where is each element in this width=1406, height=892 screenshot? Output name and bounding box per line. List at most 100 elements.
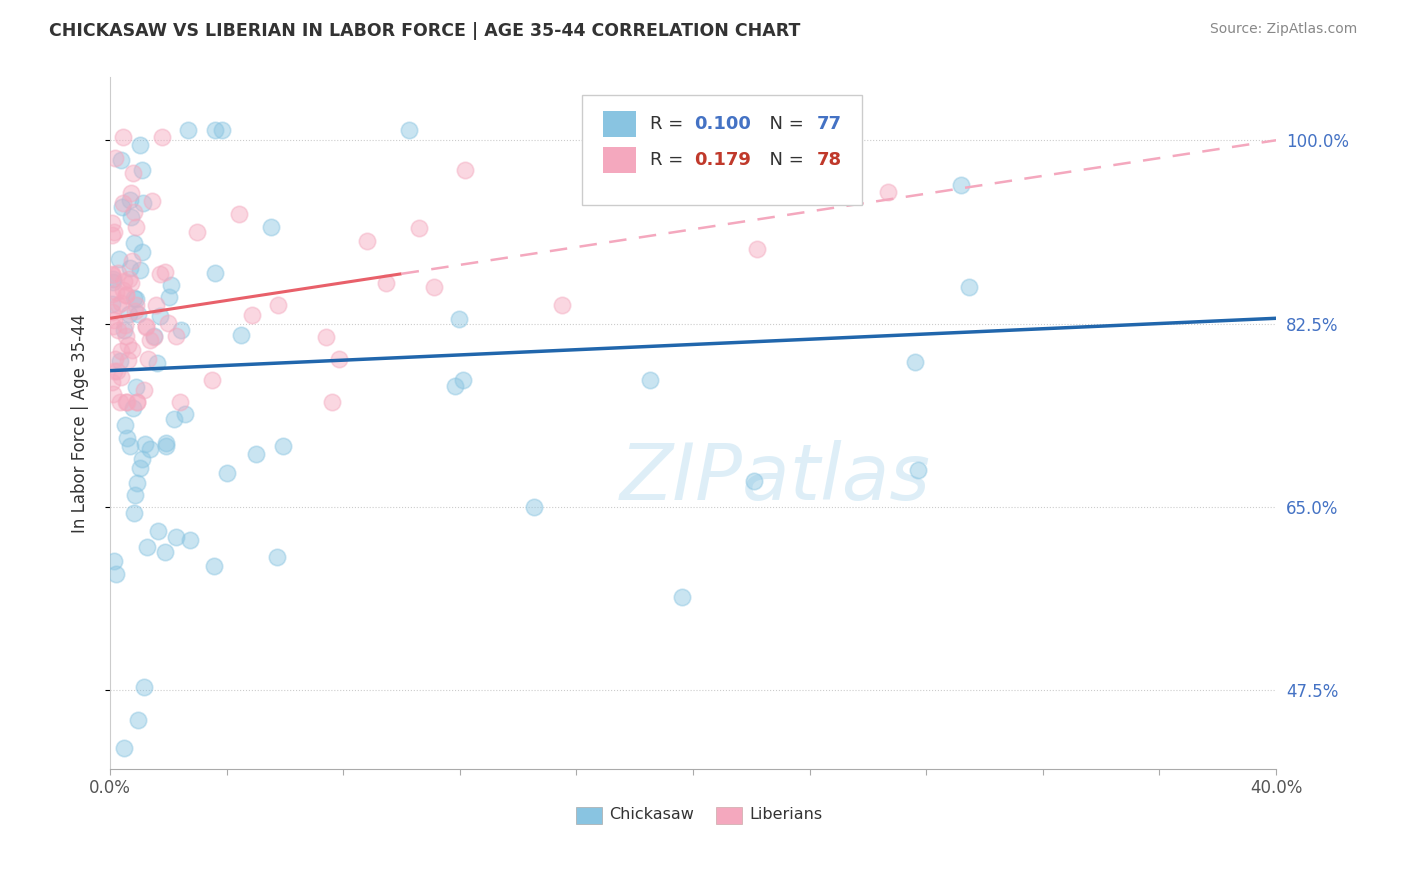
- Point: [135, 319, 157, 334]
- Point: [145, 298, 167, 312]
- Point: [202, 559, 225, 574]
- Point: [146, 356, 169, 370]
- Point: [120, 194, 142, 208]
- Point: [107, 298, 129, 312]
- Point: [523, 500, 546, 514]
- Point: [159, 277, 181, 292]
- Point: [127, 713, 149, 727]
- Point: [112, 740, 135, 755]
- Point: [100, 297, 122, 311]
- Point: [118, 272, 141, 286]
- Point: [447, 312, 470, 326]
- Point: [155, 439, 177, 453]
- Point: [408, 221, 430, 235]
- Point: [105, 285, 128, 300]
- Point: [115, 431, 138, 445]
- Point: [148, 524, 170, 538]
- Text: 78: 78: [817, 151, 842, 169]
- Point: [127, 395, 149, 409]
- Point: [101, 318, 124, 333]
- Point: [115, 329, 138, 343]
- Point: [108, 354, 131, 368]
- Point: [100, 375, 122, 389]
- Point: [103, 313, 125, 327]
- Point: [122, 235, 145, 250]
- Point: [103, 363, 125, 377]
- Point: [100, 267, 122, 281]
- Point: [107, 323, 129, 337]
- Point: [121, 166, 143, 180]
- Point: [266, 549, 288, 564]
- Point: [115, 288, 138, 302]
- Bar: [717, 806, 742, 824]
- Text: Chickasaw: Chickasaw: [609, 807, 695, 822]
- Point: [103, 271, 125, 285]
- Point: [125, 476, 148, 491]
- Point: [125, 292, 148, 306]
- Point: [118, 260, 141, 275]
- Point: [104, 151, 127, 165]
- Point: [103, 225, 125, 239]
- Bar: [603, 111, 636, 136]
- Point: [200, 373, 222, 387]
- Point: [240, 308, 263, 322]
- Point: [156, 316, 179, 330]
- Point: [124, 304, 146, 318]
- Text: Source: ZipAtlas.com: Source: ZipAtlas.com: [1209, 22, 1357, 37]
- Point: [796, 123, 818, 137]
- Point: [356, 234, 378, 248]
- Point: [104, 351, 127, 366]
- Point: [117, 353, 139, 368]
- Point: [174, 408, 197, 422]
- Point: [138, 351, 160, 366]
- FancyBboxPatch shape: [582, 95, 862, 205]
- Text: R =: R =: [650, 115, 689, 133]
- Point: [267, 298, 290, 312]
- Bar: [603, 146, 636, 173]
- Point: [228, 207, 250, 221]
- Point: [745, 242, 768, 256]
- Point: [125, 395, 148, 409]
- Point: [117, 395, 139, 409]
- Point: [907, 463, 929, 477]
- Point: [100, 287, 122, 301]
- Point: [328, 352, 350, 367]
- Point: [117, 338, 139, 352]
- Point: [231, 327, 253, 342]
- Point: [122, 291, 145, 305]
- Point: [877, 185, 900, 199]
- Text: 0.179: 0.179: [695, 151, 751, 169]
- Point: [671, 591, 693, 605]
- Point: [100, 216, 122, 230]
- Point: [143, 330, 166, 344]
- Point: [179, 533, 201, 547]
- Point: [112, 274, 135, 288]
- Point: [111, 283, 134, 297]
- Point: [131, 163, 153, 178]
- Point: [139, 334, 162, 348]
- Point: [101, 227, 124, 242]
- Point: [114, 417, 136, 432]
- Point: [131, 195, 153, 210]
- Point: [451, 374, 474, 388]
- Point: [139, 442, 162, 457]
- Point: [149, 267, 172, 281]
- Point: [141, 194, 163, 208]
- Point: [135, 319, 157, 334]
- Point: [704, 171, 727, 186]
- Point: [742, 475, 765, 489]
- Y-axis label: In Labor Force | Age 35-44: In Labor Force | Age 35-44: [72, 313, 89, 533]
- Point: [114, 318, 136, 333]
- Point: [129, 263, 152, 277]
- Point: [271, 439, 294, 453]
- Point: [121, 343, 143, 357]
- Point: [186, 225, 208, 239]
- Point: [245, 447, 267, 461]
- Text: N =: N =: [758, 115, 810, 133]
- Point: [111, 130, 134, 145]
- Point: [204, 123, 226, 137]
- Point: [375, 277, 398, 291]
- Point: [125, 220, 148, 235]
- Point: [163, 411, 186, 425]
- Point: [103, 553, 125, 567]
